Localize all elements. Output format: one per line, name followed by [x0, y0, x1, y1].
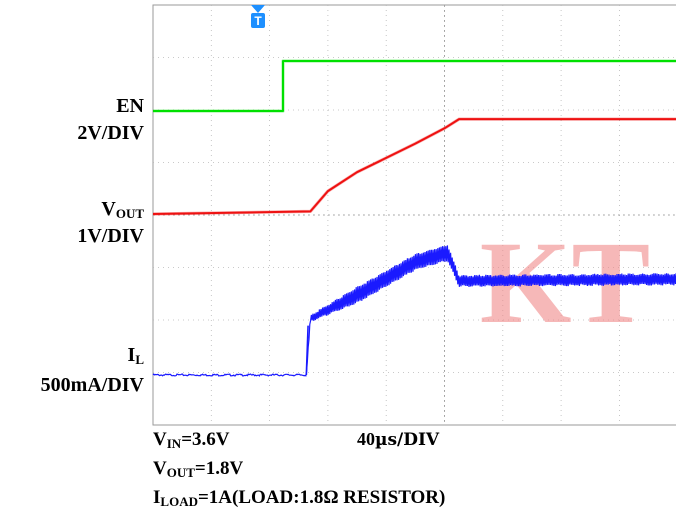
ch-vout-scale: 1V/DIV [77, 225, 144, 247]
ch-il-sub: L [135, 352, 144, 367]
trace-il-edge [305, 325, 309, 376]
ch-en-scale: 2V/DIV [77, 122, 144, 144]
graticule-grid [152, 4, 676, 426]
trace-vout [152, 118, 676, 215]
trace-il [152, 245, 676, 377]
iload-main: I [153, 487, 161, 508]
trace-en [153, 60, 676, 112]
waveform-traces [152, 59, 676, 377]
ch-vout-sub: OUT [115, 206, 144, 221]
vout-condition: VOUT=1.8V [153, 458, 243, 481]
trigger-marker: T [251, 5, 265, 28]
trigger-box [251, 13, 265, 28]
vin-main: V [153, 429, 167, 450]
trigger-arrow-icon [251, 5, 265, 13]
vout-cond-value: =1.8V [194, 458, 244, 479]
ch-vout-label: VOUT [101, 198, 144, 222]
vout-cond-sub: OUT [166, 465, 195, 480]
iload-value: =1A(LOAD:1.8Ω RESISTOR) [197, 487, 446, 508]
vin-value: =3.6V [181, 429, 230, 450]
time-scale-value: 40 [357, 429, 375, 449]
time-scale-unit: µs/DIV [375, 430, 440, 450]
ch-il-main: I [127, 344, 136, 366]
iload-condition: ILOAD=1A(LOAD:1.8Ω RESISTOR) [153, 487, 445, 510]
trace-en-glow [153, 59, 676, 113]
trigger-letter: T [254, 14, 262, 28]
ch-en-label: EN [116, 95, 144, 117]
vout-cond-main: V [153, 458, 167, 479]
vin-sub: IN [166, 436, 182, 451]
vin-condition: VIN=3.6V [153, 429, 230, 452]
iload-sub: LOAD [160, 494, 198, 509]
trace-vout-glow [152, 117, 676, 216]
time-scale: 40µs/DIV [357, 429, 439, 450]
ch-il-scale: 500mA/DIV [40, 374, 144, 396]
ch-il-label: IL [128, 344, 144, 368]
ch-vout-main: V [101, 198, 116, 220]
